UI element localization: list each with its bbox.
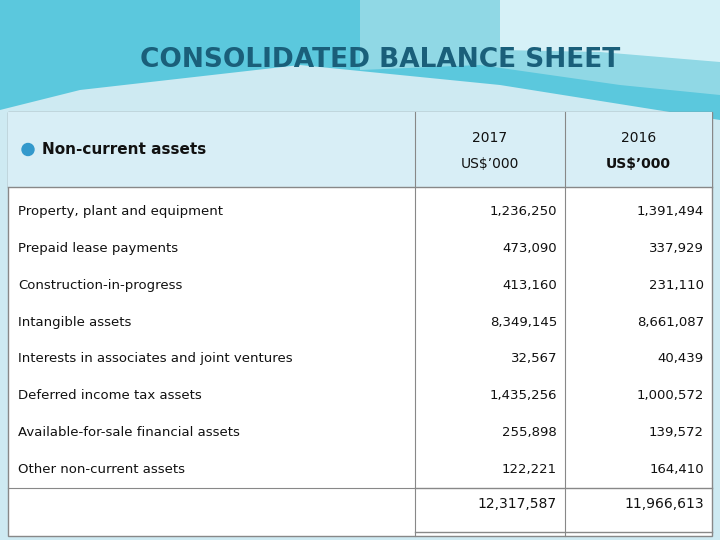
Text: US$’000: US$’000 <box>461 157 519 171</box>
Text: 11,966,613: 11,966,613 <box>624 497 704 511</box>
Text: 8,349,145: 8,349,145 <box>490 315 557 328</box>
Text: Intangible assets: Intangible assets <box>18 315 131 328</box>
FancyBboxPatch shape <box>8 112 712 536</box>
Text: 255,898: 255,898 <box>503 426 557 439</box>
Polygon shape <box>500 0 720 62</box>
Text: 1,000,572: 1,000,572 <box>636 389 704 402</box>
Text: 32,567: 32,567 <box>510 353 557 366</box>
Text: 1,435,256: 1,435,256 <box>490 389 557 402</box>
Text: Interests in associates and joint ventures: Interests in associates and joint ventur… <box>18 353 292 366</box>
Text: CONSOLIDATED BALANCE SHEET: CONSOLIDATED BALANCE SHEET <box>140 47 620 73</box>
Text: Other non-current assets: Other non-current assets <box>18 463 185 476</box>
Text: 2017: 2017 <box>472 131 508 145</box>
Polygon shape <box>0 0 720 120</box>
Text: Construction-in-progress: Construction-in-progress <box>18 279 182 292</box>
Circle shape <box>22 144 34 156</box>
Text: 1,391,494: 1,391,494 <box>636 205 704 218</box>
Text: 337,929: 337,929 <box>649 242 704 255</box>
Polygon shape <box>360 0 720 95</box>
Text: Non-current assets: Non-current assets <box>42 142 206 157</box>
Text: Available-for-sale financial assets: Available-for-sale financial assets <box>18 426 240 439</box>
Text: Property, plant and equipment: Property, plant and equipment <box>18 205 223 218</box>
Text: 2016: 2016 <box>621 131 656 145</box>
Text: Deferred income tax assets: Deferred income tax assets <box>18 389 202 402</box>
Text: 413,160: 413,160 <box>503 279 557 292</box>
Text: 164,410: 164,410 <box>649 463 704 476</box>
Text: US$’000: US$’000 <box>606 157 671 171</box>
Text: 8,661,087: 8,661,087 <box>637 315 704 328</box>
Text: 1,236,250: 1,236,250 <box>490 205 557 218</box>
Text: Prepaid lease payments: Prepaid lease payments <box>18 242 178 255</box>
Text: 139,572: 139,572 <box>649 426 704 439</box>
Text: 12,317,587: 12,317,587 <box>478 497 557 511</box>
Text: 231,110: 231,110 <box>649 279 704 292</box>
Text: 122,221: 122,221 <box>502 463 557 476</box>
Text: 473,090: 473,090 <box>503 242 557 255</box>
FancyBboxPatch shape <box>8 112 712 187</box>
Text: 40,439: 40,439 <box>658 353 704 366</box>
